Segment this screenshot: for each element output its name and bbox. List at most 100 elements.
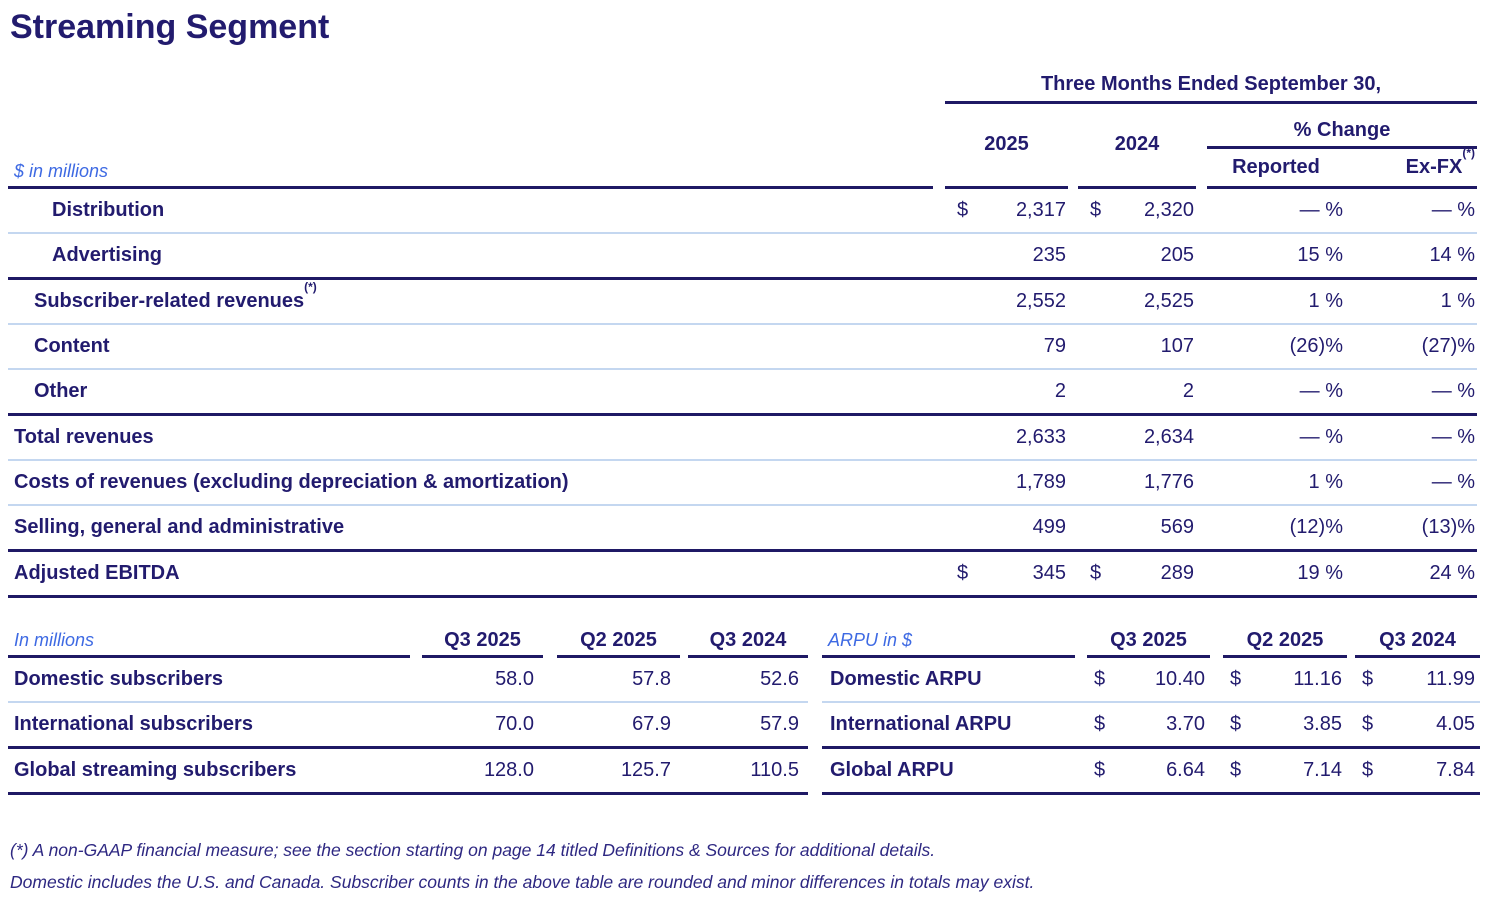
table-row: Global ARPU $6.64 $7.14 $7.84 [822,747,1480,795]
table-row: International subscribers 70.0 67.9 57.9 [8,702,808,749]
dollar-sign: $ [1094,759,1106,781]
table-row: Selling, general and administrative 499 … [8,504,1478,552]
value-q3-2025: $10.40 [1087,656,1210,703]
row-label: Selling, general and administrative [8,504,933,552]
period-header: Three Months Ended September 30, [945,68,1478,104]
pct-change-header: % Change [1207,102,1478,149]
pct-exfx: (13)% [1355,504,1478,552]
pct-exfx: 24 % [1355,550,1478,598]
dollar-sign: $ [1230,759,1242,781]
table-row: Costs of revenues (excluding depreciatio… [8,459,1478,506]
value-q3-2025: 70.0 [422,702,543,749]
dollar-sign: $ [1090,198,1102,221]
pct-reported: (12)% [1207,504,1345,552]
value-q3-2024: $11.99 [1355,656,1480,703]
column-header-q2-2025: Q2 2025 [1223,622,1347,658]
footnote-non-gaap: (*) A non-GAAP financial measure; see th… [10,840,936,860]
units-caption: $ in millions [14,160,109,181]
table-row: Domestic subscribers 58.0 57.8 52.6 [8,656,808,703]
pct-reported: 15 % [1207,232,1345,280]
footnote-marker: (*) [1462,145,1476,160]
units-caption: ARPU in $ [828,630,913,650]
table-row: Domestic ARPU $10.40 $11.16 $11.99 [822,656,1480,703]
pct-exfx: 1 % [1355,278,1478,325]
pct-reported: — % [1207,414,1345,461]
value-2024: 2,634 [1078,414,1196,461]
value-q3-2025: 128.0 [422,747,543,795]
table-row: Global streaming subscribers 128.0 125.7… [8,747,808,795]
pct-reported: 1 % [1207,459,1345,506]
value-q3-2025: $3.70 [1087,702,1210,749]
value-2025: 499 [945,504,1068,552]
table-header-row: 2025 2024 % Change [8,102,1478,189]
value-q3-2024: $4.05 [1355,702,1480,749]
dollar-sign: $ [1230,713,1242,735]
dollar-sign: $ [1094,668,1106,690]
footnote-domestic-definition: Domestic includes the U.S. and Canada. S… [10,871,1035,892]
pct-exfx: — % [1355,187,1478,234]
value-q3-2025: 58.0 [422,656,543,703]
row-label: Global ARPU [822,747,1075,795]
subscriber-metrics-section: In millions Q3 2025 Q2 2025 Q3 2024 Dome… [8,622,1486,795]
pct-reported: (26)% [1207,323,1345,370]
value-2025: 79 [945,323,1068,370]
value-q3-2025: $6.64 [1087,747,1210,795]
value-2025: $345 [945,550,1068,598]
table-header-row: Reported Ex-FX(*) [8,145,1478,189]
table-header-row: In millions Q3 2025 Q2 2025 Q3 2024 [8,622,808,658]
value-q3-2024: 57.9 [688,702,808,749]
dollar-sign: $ [1094,713,1106,735]
column-header-q3-2024: Q3 2024 [1355,622,1480,658]
row-label: Subscriber-related revenues(*) [8,278,933,325]
pct-reported: 19 % [1207,550,1345,598]
pct-reported: — % [1207,368,1345,416]
value-q3-2024: $7.84 [1355,747,1480,795]
value-2024: 1,776 [1078,459,1196,506]
units-caption-cell: In millions [8,622,410,658]
value-q2-2025: 67.9 [557,702,680,749]
table-row: Total revenues 2,633 2,634 — % — % [8,414,1478,461]
dollar-sign: $ [1362,759,1374,781]
units-caption-cell: ARPU in $ [822,622,1075,658]
pct-exfx: — % [1355,459,1478,506]
value-q3-2024: 110.5 [688,747,808,795]
column-header-2025: 2025 [945,102,1068,189]
pct-reported: 1 % [1207,278,1345,325]
row-label: Advertising [8,232,933,280]
row-label: Domestic subscribers [8,656,410,703]
value-q2-2025: $3.85 [1223,702,1347,749]
value-2025: 1,789 [945,459,1068,506]
value-2025: 2,552 [945,278,1068,325]
dollar-sign: $ [1090,561,1102,584]
row-label: Distribution [8,187,933,234]
dollar-sign: $ [957,198,969,221]
pct-change-subheaders: Reported Ex-FX(*) [1207,145,1478,189]
row-label: Domestic ARPU [822,656,1075,703]
dollar-sign: $ [1362,713,1374,735]
row-label: Other [8,368,933,416]
value-2025: 235 [945,232,1068,280]
table-row: Subscriber-related revenues(*) 2,552 2,5… [8,278,1478,325]
value-2025: $2,317 [945,187,1068,234]
units-caption: In millions [14,630,95,650]
value-2024: 2,525 [1078,278,1196,325]
value-2024: 569 [1078,504,1196,552]
value-2025: 2 [945,368,1068,416]
column-header-q3-2025: Q3 2025 [1087,622,1210,658]
column-header-exfx: Ex-FX(*) [1405,145,1476,178]
value-q3-2024: 52.6 [688,656,808,703]
pct-exfx: 14 % [1355,232,1478,280]
value-q2-2025: 57.8 [557,656,680,703]
column-header-q3-2025: Q3 2025 [422,622,543,658]
value-2025: 2,633 [945,414,1068,461]
value-q2-2025: $11.16 [1223,656,1347,703]
value-2024: $2,320 [1078,187,1196,234]
column-header-q2-2025: Q2 2025 [557,622,680,658]
footnote-marker: (*) [304,279,317,294]
value-q2-2025: $7.14 [1223,747,1347,795]
dollar-sign: $ [1230,668,1242,690]
table-row: Distribution $2,317 $2,320 — % — % [8,187,1478,234]
value-2024: 205 [1078,232,1196,280]
row-label: Adjusted EBITDA [8,550,933,598]
